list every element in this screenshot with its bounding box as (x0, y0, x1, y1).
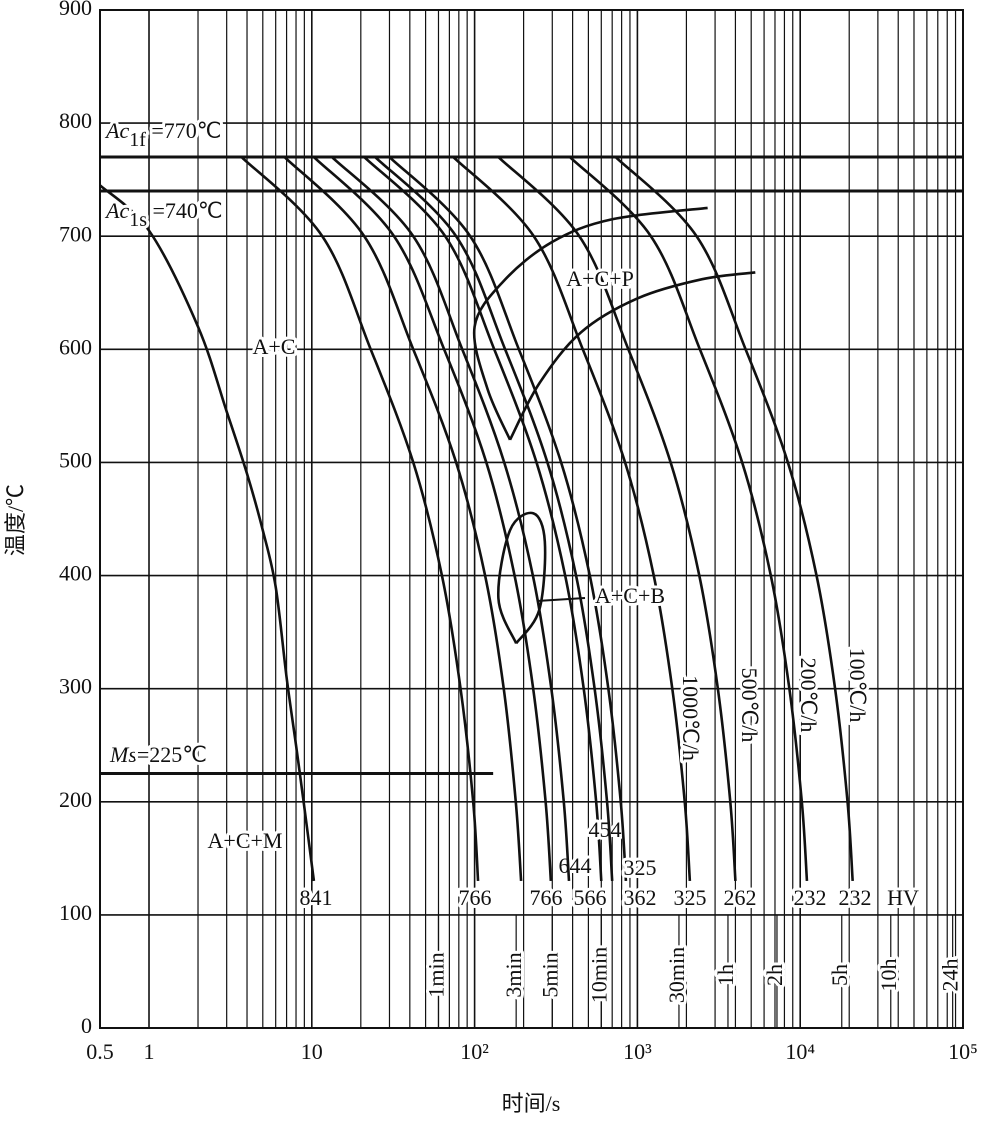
x-tick-label: 10⁵ (948, 1039, 978, 1064)
cooling-curve (452, 156, 692, 882)
plot-frame (99, 9, 964, 1029)
reference-symbol: Ac (104, 198, 129, 223)
phase-boundary (472, 206, 708, 441)
time-mark-label: 10min (586, 947, 611, 1003)
region-label: A+C+B (595, 583, 665, 608)
reference-label: Ms=225℃ (109, 742, 207, 767)
cooling-rate-label: 1000℃/h (678, 675, 703, 761)
cooling-curve (331, 156, 571, 882)
hardness-label: 766 (530, 885, 563, 910)
phase-boundary (508, 271, 756, 441)
time-mark-label: 1min (424, 952, 449, 997)
hardness-label: 566 (574, 885, 607, 910)
cooling-curve (569, 156, 809, 882)
x-axis-label: 时间/s (502, 1091, 561, 1116)
cooling-curve (283, 156, 523, 882)
time-mark-label: 5min (537, 952, 562, 997)
hardness-label: 325 (674, 885, 707, 910)
cooling-rate-label: 100℃/h (845, 648, 870, 723)
y-tick-label: 700 (59, 221, 92, 246)
y-tick-label: 0 (81, 1013, 92, 1038)
hardness-label: 325 (624, 855, 657, 880)
x-tick-label: 10⁴ (785, 1039, 815, 1064)
y-tick-label: 300 (59, 674, 92, 699)
x-tick-label: 10³ (623, 1039, 652, 1064)
hardness-label: 644 (559, 853, 592, 878)
hardness-label: 232 (839, 885, 872, 910)
hardness-label: 841 (300, 885, 333, 910)
cooling-curve (614, 156, 854, 882)
cooling-rate-label: 500℃/h (737, 668, 762, 743)
region-label: A+C+M (208, 828, 283, 853)
reference-subscript: 1f (129, 129, 146, 151)
region-label: A+C+P (566, 266, 634, 291)
reference-subscript: 1s (129, 209, 147, 231)
x-tick-label: 10² (460, 1039, 489, 1064)
hardness-label: 362 (624, 885, 657, 910)
x-tick-label: 1 (144, 1039, 155, 1064)
time-mark-label: 1h (713, 964, 738, 986)
cooling-curve (312, 156, 553, 882)
cooling-curve (240, 156, 480, 882)
y-tick-label: 100 (59, 900, 92, 925)
cooling-curve (363, 156, 603, 882)
hardness-unit: HV (887, 885, 919, 910)
cooling-curve (374, 156, 614, 882)
y-tick-label: 600 (59, 334, 92, 359)
time-mark-label: 3min (501, 952, 526, 997)
reference-label: Ac1f =770℃ (104, 118, 222, 151)
hardness-label: 766 (459, 885, 492, 910)
cooling-curve (388, 156, 628, 882)
x-tick-label: 0.5 (86, 1039, 114, 1064)
leader-line (536, 597, 586, 602)
x-tick-label: 10 (301, 1039, 323, 1064)
region-label: A+C (253, 334, 296, 359)
reference-text: =770℃ (146, 118, 222, 143)
y-tick-label: 500 (59, 447, 92, 472)
hardness-label: 232 (794, 885, 827, 910)
hardness-label: 262 (724, 885, 757, 910)
time-mark-label: 5h (827, 964, 852, 986)
reference-label: Ac1s =740℃ (104, 198, 223, 231)
y-tick-label: 200 (59, 787, 92, 812)
reference-symbol: Ac (104, 118, 129, 143)
reference-text: =740℃ (147, 198, 223, 223)
time-mark-label: 2h (762, 964, 787, 986)
y-tick-label: 900 (59, 0, 92, 20)
hardness-label: 454 (589, 817, 622, 842)
cooling-rate-label: 200℃/h (796, 658, 821, 733)
y-tick-label: 800 (59, 108, 92, 133)
y-tick-label: 400 (59, 561, 92, 586)
cooling-curve (99, 184, 316, 882)
time-mark-label: 30min (664, 947, 689, 1003)
y-axis-label: 温度/℃ (3, 484, 28, 556)
cooling-curve (497, 156, 737, 882)
time-mark-label: 24h (938, 959, 963, 992)
reference-symbol: Ms (109, 742, 137, 767)
reference-text: =225℃ (137, 742, 207, 767)
time-mark-label: 10h (876, 959, 901, 992)
